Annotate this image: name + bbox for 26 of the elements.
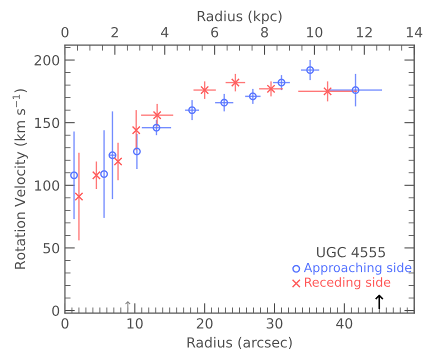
y-tick-label: 100: [35, 180, 60, 191]
annotation: ↑: [125, 301, 130, 310]
y-tick-label: 0: [52, 306, 60, 316]
y-tick-label: 200: [34, 55, 60, 66]
x2-axis-title: Radius (kpc): [198, 10, 282, 24]
legend-label: Approaching side: [304, 262, 412, 275]
x2-tick-label: 2: [111, 26, 118, 38]
x2-tick-label: 14: [406, 27, 422, 38]
x-tick-label: 20: [196, 318, 213, 329]
x-tick-label: 30: [266, 318, 282, 329]
x-tick-label: 40: [336, 318, 352, 329]
legend-label: Receding side: [304, 277, 390, 290]
x2-tick-label: 6: [211, 26, 218, 38]
annotation: ↑: [375, 294, 384, 310]
x2-tick-label: 4: [161, 27, 168, 38]
y-axis-title: Rotation Velocity (km s$^{−1}$): [12, 89, 28, 269]
x-axis-title: Radius (arcsec): [188, 336, 292, 349]
x-tick-label: 0: [61, 318, 68, 329]
x2-tick-label: 8: [261, 26, 268, 38]
y-tick-label: 150: [35, 118, 60, 128]
x2-tick-label: 10: [307, 26, 322, 38]
x2-tick-label: 0: [61, 26, 68, 38]
legend-title: UGC 4555: [317, 246, 385, 258]
y-tick-label: 50: [44, 242, 60, 254]
x2-tick-label: 12: [357, 26, 372, 38]
x-tick-label: 10: [128, 318, 143, 329]
